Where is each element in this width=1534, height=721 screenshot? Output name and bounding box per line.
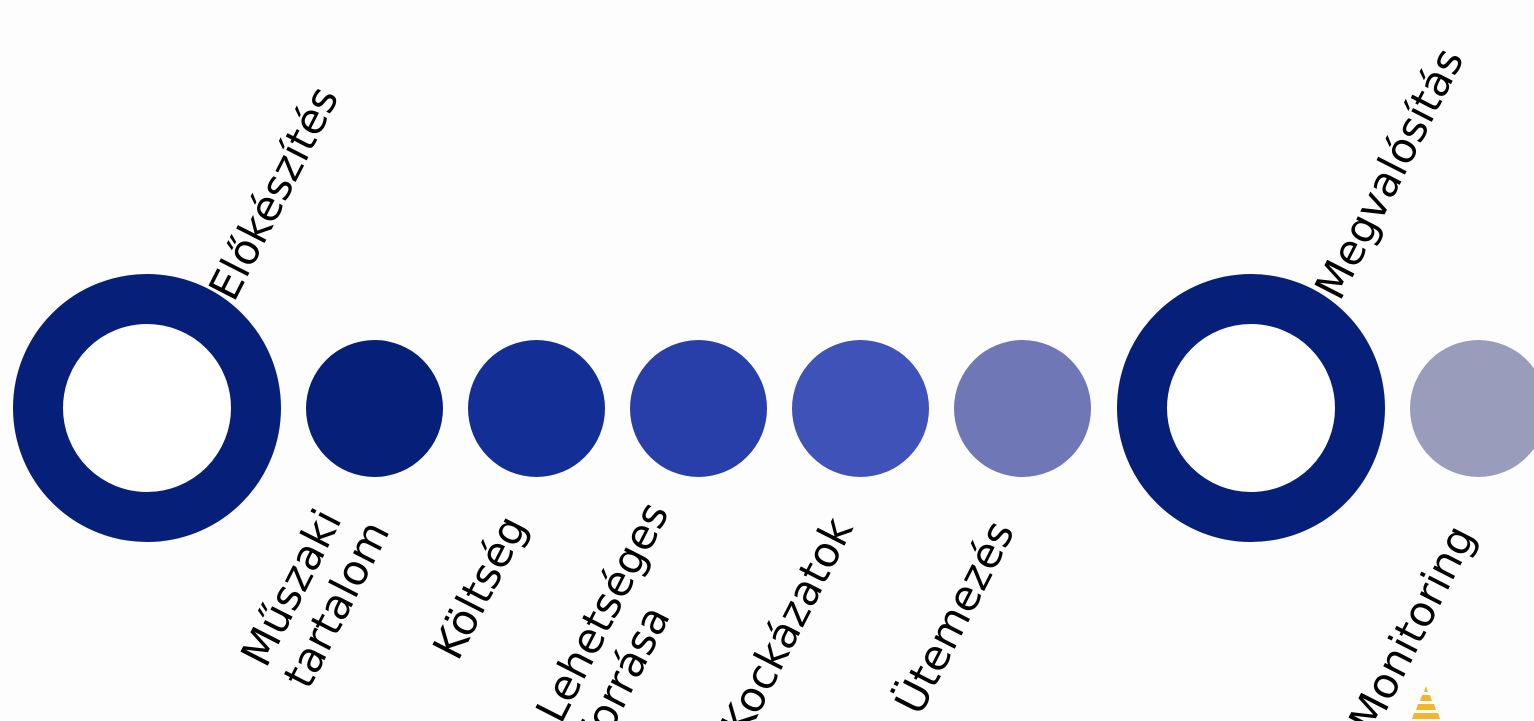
step-label-kockazatok: Kockázatok [711, 509, 863, 721]
step-circle-kockazatok [792, 340, 929, 477]
step-label-lehetseges-forrasa: Lehetséges forrása [526, 494, 680, 721]
step-label-utemezes: Ütemezés [885, 512, 1024, 721]
step-label-muszaki-tartalom: Műszaki tartalom [231, 501, 400, 696]
phase-label-elokeszites: Előkészítés [199, 78, 349, 308]
phase-label-megvalositas: Megvalósítás [1305, 40, 1474, 307]
step-circle-koltseg [468, 340, 605, 477]
phase-ring-megvalositas [1117, 274, 1385, 542]
step-circle-utemezes [954, 340, 1091, 477]
step-circle-muszaki-tartalom [306, 340, 443, 477]
step-label-koltseg: Költség [423, 507, 537, 667]
step-circle-lehetseges-forrasa [630, 340, 767, 477]
logo-icon [1412, 686, 1440, 719]
phase-ring-elokeszites [13, 274, 281, 542]
step-circle-monitoring [1410, 340, 1534, 477]
